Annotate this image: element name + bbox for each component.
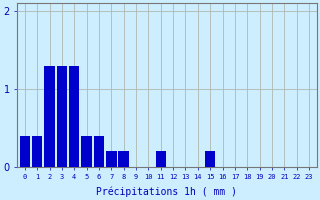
Bar [44, 66, 55, 167]
Bar [32, 136, 42, 167]
Bar [156, 151, 166, 167]
Bar [81, 136, 92, 167]
Bar [205, 151, 215, 167]
Bar [94, 136, 104, 167]
Bar [20, 136, 30, 167]
Bar [69, 66, 79, 167]
Bar [106, 151, 116, 167]
Bar [118, 151, 129, 167]
Bar [57, 66, 67, 167]
X-axis label: Précipitations 1h ( mm ): Précipitations 1h ( mm ) [96, 186, 237, 197]
